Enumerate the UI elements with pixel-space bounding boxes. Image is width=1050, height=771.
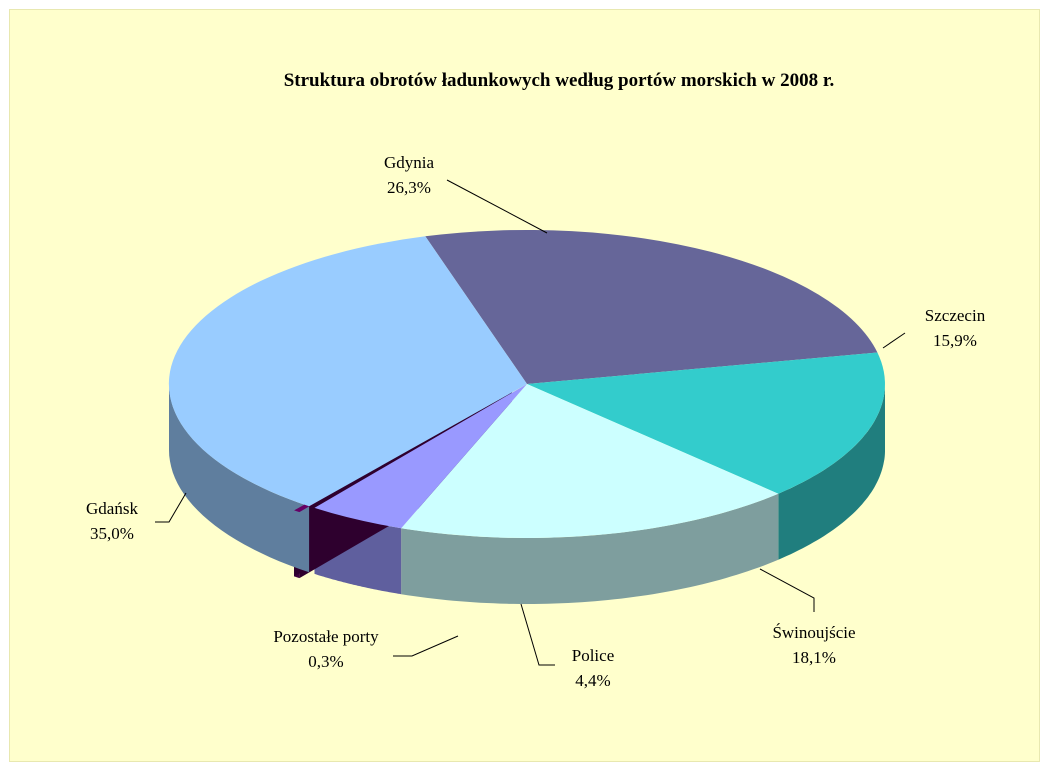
leader-line-świnoujście [759, 568, 815, 612]
slice-police[interactable] [314, 384, 528, 529]
slice-side-szczecin [778, 385, 885, 560]
labels-layer: Gdynia 26,3% Szczecin 15,9% Świnoujście 18,1%… [86, 153, 986, 690]
slice-value-pozostałe-porty: 0,3% [308, 652, 343, 671]
slice-side-świnoujście [401, 493, 779, 604]
leader-line-gdynia [446, 179, 548, 234]
slice-szczecin[interactable] [527, 352, 885, 494]
slice-name-pozostałe-porty: Pozostałe porty [273, 627, 379, 646]
slice-value-gdynia: 26,3% [387, 178, 431, 197]
slice-side-gdańsk [169, 384, 310, 573]
slice-name-gdańsk: Gdańsk [86, 499, 138, 518]
slice-name-gdynia: Gdynia [384, 153, 435, 172]
slice-value-szczecin: 15,9% [933, 331, 977, 350]
slice-name-świnoujście: Świnoujście [772, 623, 855, 642]
leader-line-pozostałe-porty [393, 635, 459, 657]
leader-line-gdańsk [155, 492, 187, 523]
slice-gdynia[interactable] [425, 229, 878, 384]
leader-line-police [520, 603, 555, 666]
slice-value-świnoujście: 18,1% [792, 648, 836, 667]
slice-value-gdańsk: 35,0% [90, 524, 134, 543]
leader-line-szczecin [882, 332, 906, 349]
slice-gdańsk[interactable] [168, 236, 528, 507]
slice-name-szczecin: Szczecin [925, 306, 986, 325]
slice-name-police: Police [572, 646, 615, 665]
slice-value-police: 4,4% [575, 671, 610, 690]
slice-świnoujście[interactable] [401, 384, 779, 539]
slices-layer [168, 229, 885, 604]
chart-title: Struktura obrotów ładunkowych według por… [284, 70, 835, 91]
